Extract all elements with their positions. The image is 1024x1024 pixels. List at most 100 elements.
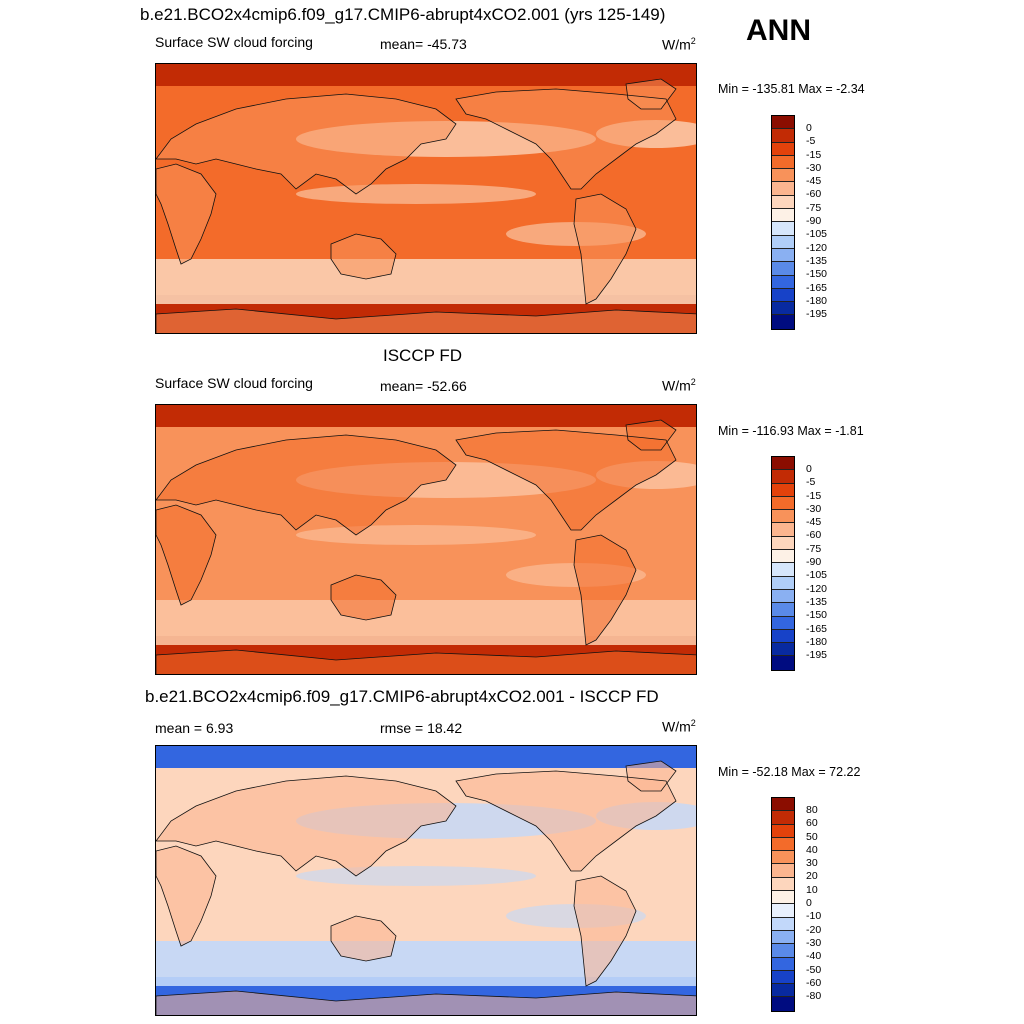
colorbar-tick-label: 10 — [806, 883, 818, 896]
panel3-units: W/m2 — [662, 718, 696, 735]
colorbar-swatch — [772, 589, 794, 604]
coastline — [455, 429, 677, 531]
colorbar-swatch — [772, 483, 794, 497]
colorbar-swatch — [772, 930, 794, 945]
colorbar-swatch — [772, 195, 794, 210]
colorbar-tick-label: -75 — [806, 542, 822, 555]
colorbar-tick-label: -90 — [806, 215, 822, 228]
colorbar-tick-label: 0 — [806, 463, 812, 475]
colorbar-swatch — [772, 997, 794, 1011]
land-fill — [456, 89, 676, 189]
land-fill — [156, 991, 696, 1015]
land-fill — [574, 535, 636, 645]
colorbar-swatch — [772, 116, 794, 130]
coastline — [156, 163, 217, 265]
map-svg — [156, 405, 696, 674]
coastline — [156, 775, 457, 877]
land-fill — [156, 435, 456, 535]
field-north-band — [156, 746, 696, 768]
colorbar-tick-label: -135 — [806, 595, 828, 608]
colorbar-swatch — [772, 182, 794, 196]
colorbar-tick-label: -60 — [806, 188, 822, 201]
coastline — [330, 915, 397, 962]
panel3-map — [155, 745, 697, 1016]
colorbar-swatch — [772, 222, 794, 236]
colorbar-swatch — [772, 877, 794, 892]
panel2-colorbar-ticks: 0 -5 -15 -30 -45 -60 -75 -90 -105 -120 -135 -150 -16… — [806, 463, 827, 662]
coastline — [156, 990, 696, 1015]
colorbar-box — [771, 797, 795, 1012]
colorbar-tick-label: -180 — [806, 635, 828, 648]
colorbar-swatch — [772, 643, 794, 657]
coastline — [156, 93, 457, 195]
colorbar-tick-label: 0 — [806, 122, 812, 134]
land-fill — [156, 309, 696, 333]
panel2-map — [155, 404, 697, 675]
colorbar-swatch — [772, 209, 794, 223]
colorbar-swatch — [772, 798, 794, 812]
panel1-units: W/m2 — [662, 36, 696, 53]
colorbar-swatch — [772, 248, 794, 263]
colorbar-tick-label: 50 — [806, 830, 818, 843]
colorbar-swatch — [772, 824, 794, 838]
colorbar-swatch — [772, 457, 794, 471]
colorbar-tick-label: -105 — [806, 569, 828, 582]
coastline — [330, 574, 397, 621]
colorbar-swatch — [772, 851, 794, 865]
panel1-left-label: Surface SW cloud forcing — [155, 34, 313, 50]
colorbar-tick-label: -30 — [806, 161, 822, 174]
field-north-band — [156, 64, 696, 86]
panel1-colorbar-ticks: 0 -5 -15 -30 -45 -60 -75 -90 -105 -120 -135 -150 -16… — [806, 122, 827, 321]
colorbar-swatch — [772, 155, 794, 170]
season-label: ANN — [746, 14, 811, 47]
colorbar-tick-label: 40 — [806, 843, 818, 856]
colorbar-tick-label: -105 — [806, 228, 828, 241]
colorbar-swatch — [772, 510, 794, 524]
coastline — [625, 760, 677, 792]
colorbar-swatch — [772, 837, 794, 852]
land-fill — [574, 194, 636, 304]
colorbar-tick-label: -10 — [806, 910, 822, 923]
colorbar-swatch — [772, 470, 794, 484]
land-fill — [626, 79, 676, 109]
panel3-colorbar-ticks: 80 60 50 40 30 20 10 0 -10 -20 -30 -40 -50 -60 -80 — [806, 804, 821, 1003]
panel3-title: b.e21.BCO2x4cmip6.f09_g17.CMIP6-abrupt4x… — [145, 687, 659, 706]
colorbar-swatch — [772, 656, 794, 670]
coastline — [156, 434, 457, 536]
colorbar-box — [771, 115, 795, 330]
colorbar-tick-label: 0 — [806, 897, 812, 910]
land-fill — [626, 761, 676, 791]
coastline — [573, 193, 637, 305]
coastline — [330, 233, 397, 280]
colorbar-swatch — [772, 603, 794, 617]
colorbar-tick-label: -5 — [806, 476, 816, 489]
colorbar-swatch — [772, 536, 794, 551]
colorbar-swatch — [772, 629, 794, 644]
colorbar-tick-label: -15 — [806, 148, 822, 161]
colorbar-tick-label: -80 — [806, 990, 822, 1003]
land-fill — [574, 876, 636, 986]
coastline — [625, 419, 677, 451]
coastline — [625, 78, 677, 110]
colorbar-swatch — [772, 315, 794, 329]
colorbar-tick-label: -20 — [806, 923, 822, 936]
colorbar-swatch — [772, 550, 794, 564]
coastline — [455, 88, 677, 190]
land-fill — [156, 94, 456, 194]
colorbar-swatch — [772, 288, 794, 303]
colorbar-swatch — [772, 262, 794, 276]
panel2-colorbar — [771, 456, 795, 671]
colorbar-tick-label: -165 — [806, 622, 828, 635]
coastline — [156, 504, 217, 606]
panel2-left-label: Surface SW cloud forcing — [155, 375, 313, 391]
coastline — [156, 308, 696, 333]
land-fill — [331, 234, 396, 279]
panel3-minmax: Min = -52.18 Max = 72.22 — [718, 765, 861, 779]
land-fill — [331, 575, 396, 620]
colorbar-tick-label: -90 — [806, 556, 822, 569]
land-fill — [156, 776, 456, 876]
colorbar-tick-label: -195 — [806, 308, 828, 321]
colorbar-tick-label: -30 — [806, 936, 822, 949]
colorbar-tick-label: -195 — [806, 649, 828, 662]
colorbar-tick-label: -45 — [806, 516, 822, 529]
